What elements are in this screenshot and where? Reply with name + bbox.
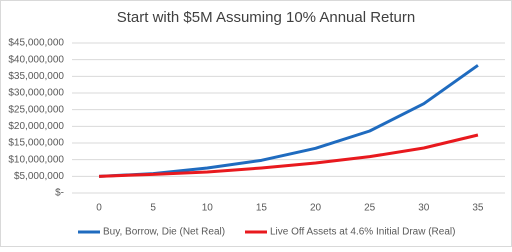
x-tick-label: 30 bbox=[418, 203, 430, 214]
y-tick-label: $30,000,000 bbox=[8, 88, 64, 99]
y-tick-label: $- bbox=[55, 188, 64, 199]
y-tick-label: $35,000,000 bbox=[8, 71, 64, 82]
x-tick-label: 15 bbox=[256, 203, 268, 214]
x-tick-label: 20 bbox=[310, 203, 322, 214]
x-tick-label: 5 bbox=[150, 203, 156, 214]
y-tick-label: $10,000,000 bbox=[8, 154, 64, 165]
legend-label: Live Off Assets at 4.6% Initial Draw (Re… bbox=[270, 227, 455, 238]
y-tick-label: $40,000,000 bbox=[8, 54, 64, 65]
chart-title: Start with $5M Assuming 10% Annual Retur… bbox=[117, 9, 416, 26]
data-line bbox=[99, 133, 479, 178]
x-tick-label: 25 bbox=[364, 203, 376, 214]
y-tick-label: $45,000,000 bbox=[8, 38, 64, 49]
legend-label: Buy, Borrow, Die (Net Real) bbox=[103, 227, 225, 238]
y-tick-label: $20,000,000 bbox=[8, 121, 64, 132]
x-tick-label: 0 bbox=[96, 203, 102, 214]
y-tick-label: $25,000,000 bbox=[8, 104, 64, 115]
y-tick-label: $15,000,000 bbox=[8, 138, 64, 149]
x-tick-label: 35 bbox=[472, 203, 484, 214]
y-tick-label: $5,000,000 bbox=[14, 171, 64, 182]
x-tick-label: 10 bbox=[202, 203, 214, 214]
